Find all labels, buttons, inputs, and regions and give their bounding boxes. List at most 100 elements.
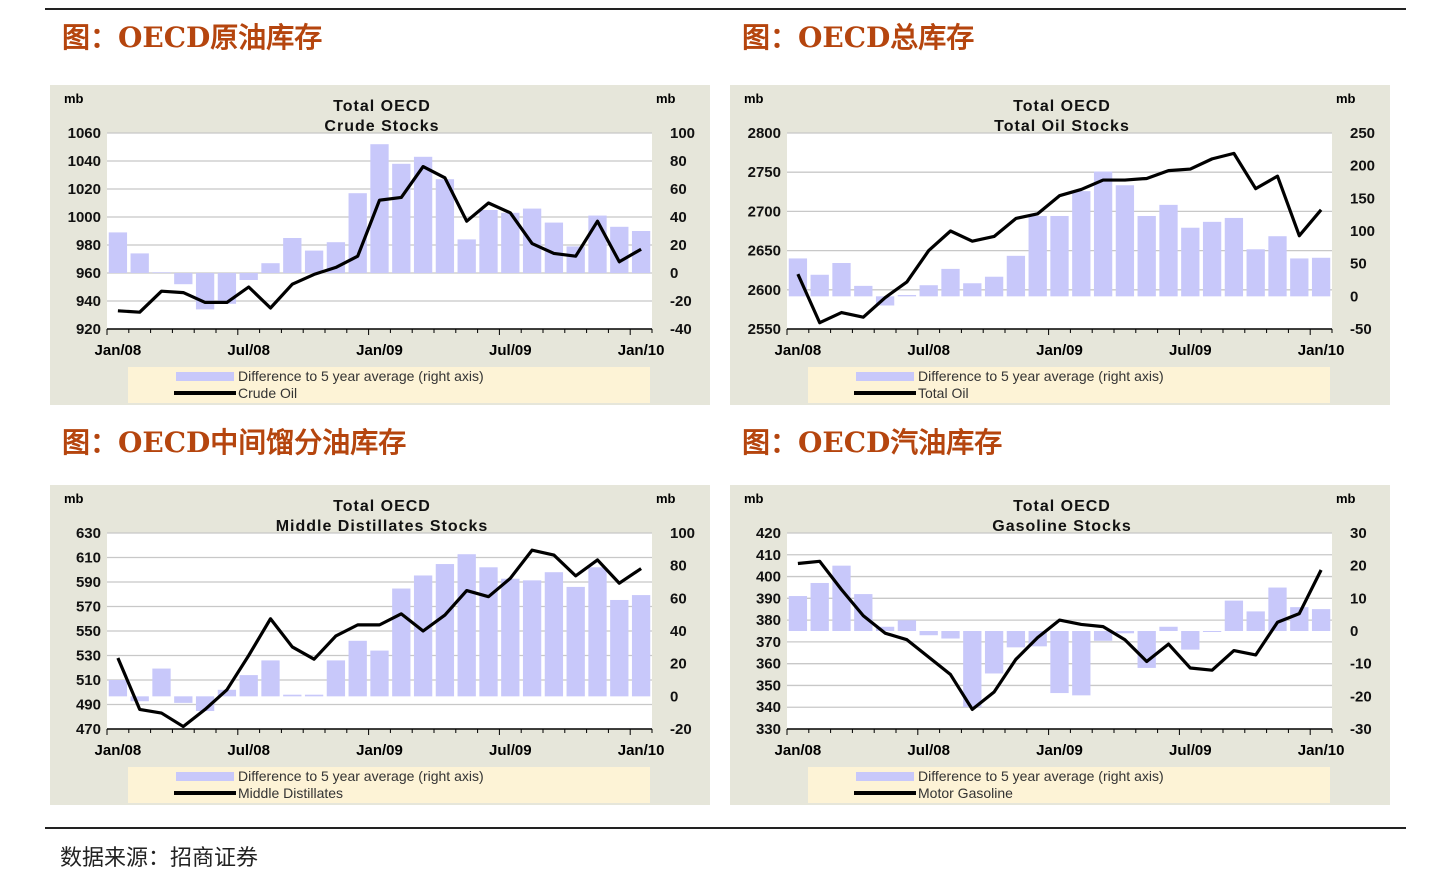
left-tick-label: 410: [756, 547, 781, 564]
bar: [239, 675, 258, 697]
source-note: 数据来源：招商证券: [60, 846, 259, 871]
bar: [1159, 626, 1178, 631]
right-tick-label: -20: [670, 721, 692, 738]
left-tick-label: 530: [76, 648, 101, 665]
bar: [788, 596, 808, 631]
bar: [457, 554, 476, 697]
left-axis-unit: mb: [64, 91, 84, 106]
right-tick-label: 60: [670, 590, 687, 607]
bar: [522, 580, 542, 697]
chart-caption-1: 图：OECD原油库存: [62, 21, 323, 54]
bar: [875, 626, 895, 631]
bar: [174, 696, 193, 703]
chart-panel-middle: 470 490 510 530 550 570 590 610 630 -20 0 20 40 60 80 1…: [50, 485, 710, 805]
bar: [919, 285, 938, 297]
right-tick-label: 0: [1350, 288, 1358, 305]
x-tick-label: Jan/09: [1036, 742, 1083, 759]
bar: [1072, 631, 1091, 696]
top-rule: [45, 8, 1406, 10]
bar: [479, 210, 498, 273]
legend-label: Difference to 5 year average (right axis…: [238, 368, 484, 384]
bar: [283, 694, 302, 697]
bar: [130, 253, 149, 273]
bar: [348, 640, 367, 697]
bar: [544, 222, 564, 273]
bar: [1006, 631, 1026, 648]
bar: [1115, 631, 1135, 634]
chart-title: Total OECD: [1013, 498, 1111, 515]
bar: [108, 680, 128, 697]
bar: [370, 144, 389, 273]
right-axis-unit: mb: [656, 491, 676, 506]
bar: [1224, 217, 1244, 297]
bar: [1246, 611, 1265, 631]
bar: [1050, 631, 1069, 694]
bar: [941, 631, 960, 639]
legend-label: Difference to 5 year average (right axis…: [238, 768, 484, 784]
bar: [875, 296, 895, 306]
bar: [152, 668, 171, 697]
left-tick-label: 1000: [68, 209, 101, 226]
left-tick-label: 960: [76, 265, 101, 282]
x-tick-label: Jan/09: [356, 342, 403, 359]
left-tick-label: 1060: [68, 125, 101, 142]
bar: [261, 263, 280, 273]
right-axis-unit: mb: [1336, 91, 1356, 106]
right-tick-label: 250: [1350, 125, 1375, 142]
bar: [108, 232, 128, 273]
chart-panel-total: 2550 2600 2650 2700 2750 2800 -50 0 50 100 150 200 2…: [730, 85, 1390, 405]
bar: [1311, 257, 1331, 297]
bar: [1115, 185, 1135, 297]
bar: [610, 226, 629, 273]
bar: [304, 250, 324, 273]
x-tick-label: Jan/08: [95, 742, 142, 759]
chart-gasoline: 330 340 350 360 370 380 390 400 410 420 -30 -20 -10 0…: [744, 491, 1372, 803]
right-tick-label: 200: [1350, 158, 1375, 175]
right-tick-label: 20: [670, 237, 687, 254]
bar: [631, 231, 651, 273]
legend-label: Difference to 5 year average (right axis…: [918, 368, 1164, 384]
x-tick-label: Jan/08: [95, 342, 142, 359]
left-axis-unit: mb: [744, 491, 764, 506]
bar: [832, 263, 851, 297]
x-tick-label: Jul/08: [227, 342, 270, 359]
chart-caption-2: 图：OECD总库存: [742, 21, 975, 54]
bar: [566, 246, 585, 273]
bar: [413, 575, 433, 697]
bar: [941, 268, 960, 297]
x-tick-label: Jul/08: [907, 342, 950, 359]
left-tick-label: 2600: [748, 282, 781, 299]
bar: [810, 582, 829, 631]
x-tick-label: Jan/10: [1298, 342, 1345, 359]
left-tick-label: 360: [756, 656, 781, 673]
x-tick-label: Jul/09: [489, 742, 532, 759]
bar: [435, 179, 455, 273]
bar: [522, 208, 542, 273]
bar: [304, 694, 324, 697]
left-tick-label: 2650: [748, 243, 781, 260]
bar: [217, 689, 237, 697]
bar: [457, 239, 476, 273]
right-tick-label: 20: [670, 656, 687, 673]
bar: [1246, 249, 1265, 297]
right-tick-label: 50: [1350, 256, 1367, 273]
bar: [130, 696, 149, 702]
bar: [1093, 631, 1113, 641]
left-tick-label: 490: [76, 697, 101, 714]
right-tick-label: 100: [670, 525, 695, 542]
chart-middle-distillates: 470 490 510 530 550 570 590 610 630 -20 0 20 40 60 80 1…: [64, 491, 695, 803]
bar: [1159, 204, 1178, 297]
right-tick-label: 60: [670, 181, 687, 198]
right-axis-unit: mb: [656, 91, 676, 106]
left-tick-label: 590: [76, 574, 101, 591]
left-tick-label: 470: [76, 721, 101, 738]
bar: [1181, 227, 1200, 297]
right-tick-label: 20: [1350, 558, 1367, 575]
chart-caption-4: 图：OECD汽油库存: [742, 426, 1003, 459]
bar: [392, 588, 411, 697]
legend-label: Total Oil: [918, 385, 969, 401]
bar: [479, 567, 498, 697]
left-tick-label: 380: [756, 612, 781, 629]
legend-label: Difference to 5 year average (right axis…: [918, 768, 1164, 784]
left-tick-label: 610: [76, 550, 101, 567]
